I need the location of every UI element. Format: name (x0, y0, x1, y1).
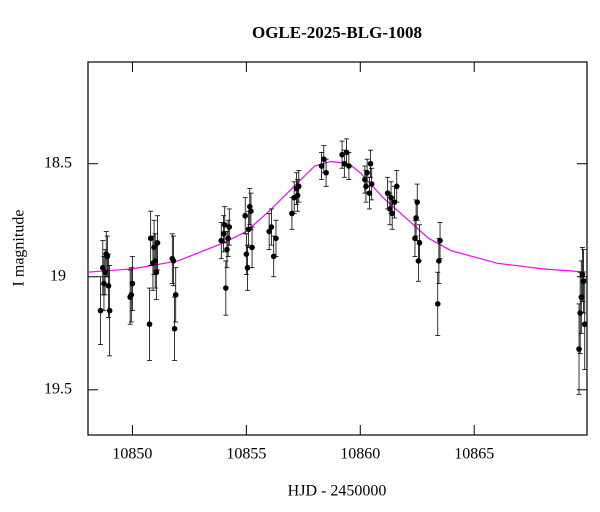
data-point (171, 325, 178, 332)
data-point (225, 235, 231, 242)
data-point (341, 160, 348, 167)
data-point (268, 224, 275, 230)
data-point (576, 346, 582, 352)
y-axis-label: I magnitude (11, 210, 28, 287)
chart-title: OGLE-2025-BLG-1008 (252, 23, 422, 42)
data-point (416, 240, 423, 246)
data-point (414, 199, 421, 205)
data-point (218, 237, 225, 244)
data-point (244, 264, 251, 271)
data-point (294, 192, 301, 199)
data-point (224, 246, 230, 253)
data-point (128, 292, 135, 298)
data-point (248, 208, 254, 214)
data-point (434, 301, 441, 307)
y-tick-label: 19 (50, 267, 66, 284)
data-point (266, 228, 272, 235)
data-point (581, 321, 587, 328)
y-tick-label: 18.5 (44, 154, 72, 171)
data-point (242, 212, 249, 219)
x-tick-label: 10860 (340, 446, 380, 463)
data-point (368, 181, 375, 187)
data-point (249, 244, 255, 251)
data-point (170, 258, 177, 264)
x-tick-label: 10855 (226, 446, 266, 463)
data-point (153, 269, 160, 276)
x-tick-label: 10850 (112, 446, 152, 463)
data-point (243, 251, 250, 257)
data-point (221, 221, 228, 228)
plot-area (88, 138, 587, 395)
data-point (366, 190, 373, 196)
data-point (323, 169, 329, 176)
data-point (226, 224, 233, 230)
data-point (437, 237, 443, 244)
data-point (147, 235, 154, 242)
data-point (318, 163, 325, 169)
data-point (273, 235, 279, 242)
data-point (105, 283, 112, 289)
y-tick-label: 19.5 (44, 380, 72, 397)
data-point (146, 321, 153, 328)
data-point (367, 160, 374, 167)
data-point (393, 183, 400, 190)
plot-frame (87, 61, 588, 436)
data-point (154, 240, 161, 246)
data-point (129, 280, 136, 287)
data-point (295, 183, 302, 190)
data-point (97, 307, 104, 314)
model-curve (88, 160, 587, 273)
data-point (436, 258, 442, 264)
data-point (346, 163, 352, 169)
x-axis-label: HJD - 2450000 (288, 483, 387, 500)
data-point (106, 307, 113, 314)
data-point (172, 292, 179, 298)
data-point (364, 169, 370, 176)
x-tick-label: 10865 (454, 446, 494, 463)
data-point (339, 151, 345, 158)
data-point (223, 285, 229, 291)
data-point (389, 210, 395, 217)
data-point (412, 235, 418, 242)
